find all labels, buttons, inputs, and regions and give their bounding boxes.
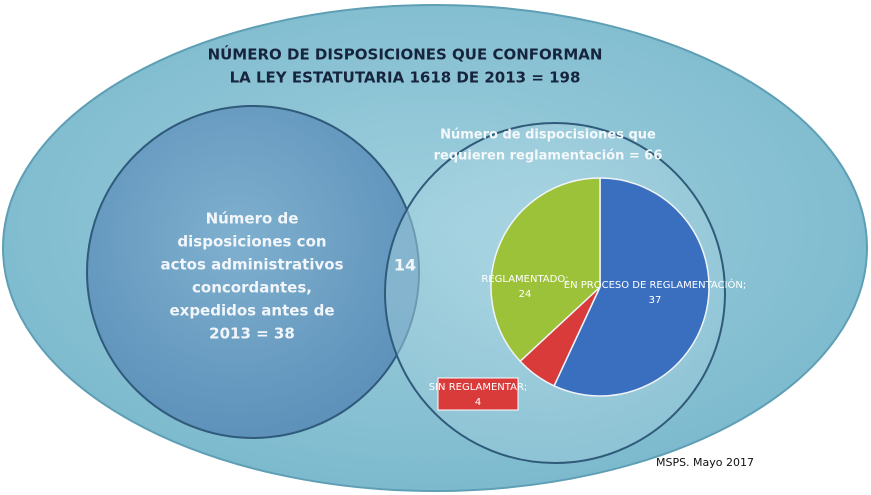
left-line: expedidos antes de <box>169 302 334 320</box>
label-box <box>437 377 519 411</box>
title-line: LA LEY ESTATUTARIA 1618 DE 2013 = 198 <box>230 69 581 87</box>
left-line: actos administrativos <box>160 256 343 274</box>
right-text: Número de dispocisiones que requieren re… <box>434 128 663 164</box>
left-line: concordantes, <box>192 279 312 297</box>
title: NÚMERO DE DISPOSICIONES QUE CONFORMAN LA… <box>208 45 603 87</box>
slice-value: 24 <box>519 289 532 300</box>
right-line: Número de dispocisiones que <box>440 128 656 143</box>
source: MSPS. Mayo 2017 <box>656 456 754 469</box>
left-line: disposiciones con <box>177 233 326 251</box>
pie-slice <box>553 177 710 397</box>
left-line: 2013 = 38 <box>209 325 295 343</box>
slice-category: SIN REGLAMENTAR; <box>429 382 528 393</box>
pie-chart: EN PROCESO DE REGLAMENTACIÓN; 37 SIN REGLA… <box>429 177 746 411</box>
slice-category: REGLAMENTADO; <box>481 274 568 285</box>
slice-value: 4 <box>475 397 481 408</box>
right-line: requieren reglamentación = 66 <box>434 149 663 164</box>
left-line: Número de <box>206 210 299 228</box>
slice-label: REGLAMENTADO; 24 <box>481 274 568 300</box>
left-text: Número de disposiciones con actos admini… <box>160 210 343 343</box>
title-line: NÚMERO DE DISPOSICIONES QUE CONFORMAN <box>208 45 603 64</box>
slice-label: EN PROCESO DE REGLAMENTACIÓN; 37 <box>564 278 746 306</box>
intersection-label: 14 <box>394 256 416 275</box>
slice-label: SIN REGLAMENTAR; 4 <box>429 382 528 408</box>
pie-slice <box>490 177 601 363</box>
slice-value: 37 <box>649 295 662 306</box>
slice-category: EN PROCESO DE REGLAMENTACIÓN; <box>564 278 746 291</box>
